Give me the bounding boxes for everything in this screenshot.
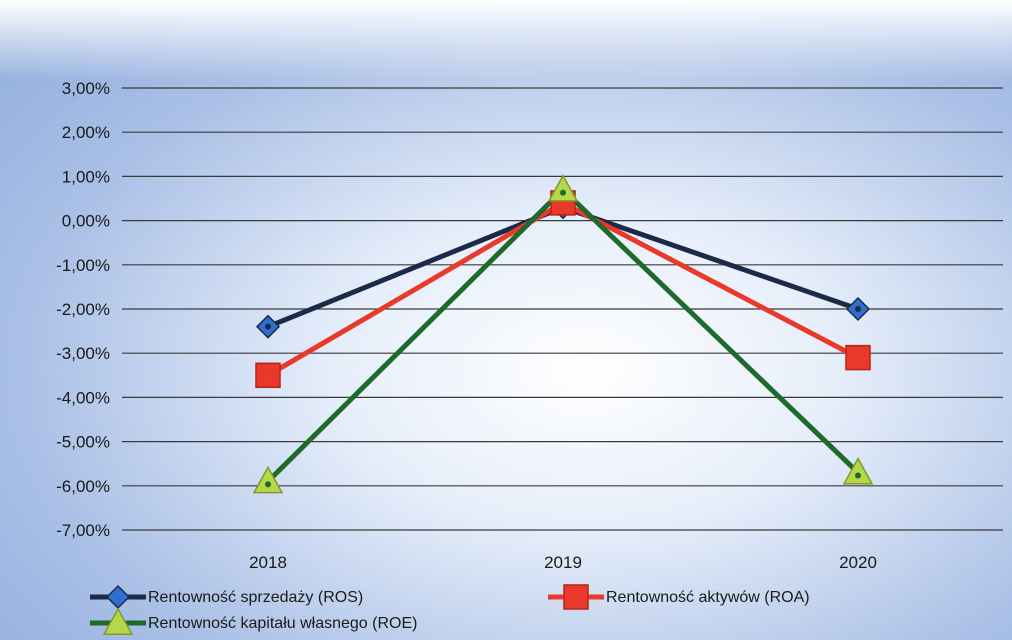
legend-label: Rentowność kapitału własnego (ROE)	[148, 615, 417, 632]
y-tick-label: 0,00%	[62, 212, 110, 231]
legend-label: Rentowność aktywów (ROA)	[606, 589, 810, 606]
legend-label: Rentowność sprzedaży (ROS)	[148, 589, 363, 606]
y-tick-label: -6,00%	[56, 477, 110, 496]
y-tick-label: -4,00%	[56, 388, 110, 407]
series-lines	[266, 187, 860, 484]
series-markers	[252, 174, 874, 494]
legend-marker	[102, 607, 134, 635]
data-point-center	[855, 354, 861, 361]
data-point-center	[265, 481, 271, 488]
data-point	[547, 174, 579, 202]
y-tick-label: -5,00%	[56, 433, 110, 452]
legend-marker	[563, 584, 589, 610]
legend-marker	[105, 584, 131, 610]
y-tick-label: 1,00%	[62, 167, 110, 186]
y-tick-label: 2,00%	[62, 123, 110, 142]
gridlines	[122, 87, 1003, 531]
y-tick-label: -2,00%	[56, 300, 110, 319]
y-axis-ticks: 3,00% 2,00% 1,00% 0,00% -1,00% -2,00% -3,00% -4…	[56, 79, 110, 540]
x-axis-ticks: 2018 2019 2020	[249, 553, 877, 572]
legend: Rentowność sprzedaży (ROS) Rentowność akt…	[90, 584, 810, 635]
x-tick-label: 2019	[544, 553, 582, 572]
data-point-center	[265, 372, 271, 379]
data-point	[252, 465, 284, 494]
data-point-center	[560, 189, 566, 196]
y-tick-label: 3,00%	[62, 79, 110, 98]
data-point-center	[855, 472, 861, 479]
series-line	[266, 187, 860, 484]
y-tick-label: -3,00%	[56, 344, 110, 363]
data-point-center	[265, 323, 271, 330]
y-tick-label: -1,00%	[56, 256, 110, 275]
data-point	[842, 456, 874, 485]
data-point-center	[855, 306, 861, 312]
x-tick-label: 2018	[249, 553, 287, 572]
x-tick-label: 2020	[839, 553, 877, 572]
y-tick-label: -7,00%	[56, 521, 110, 540]
